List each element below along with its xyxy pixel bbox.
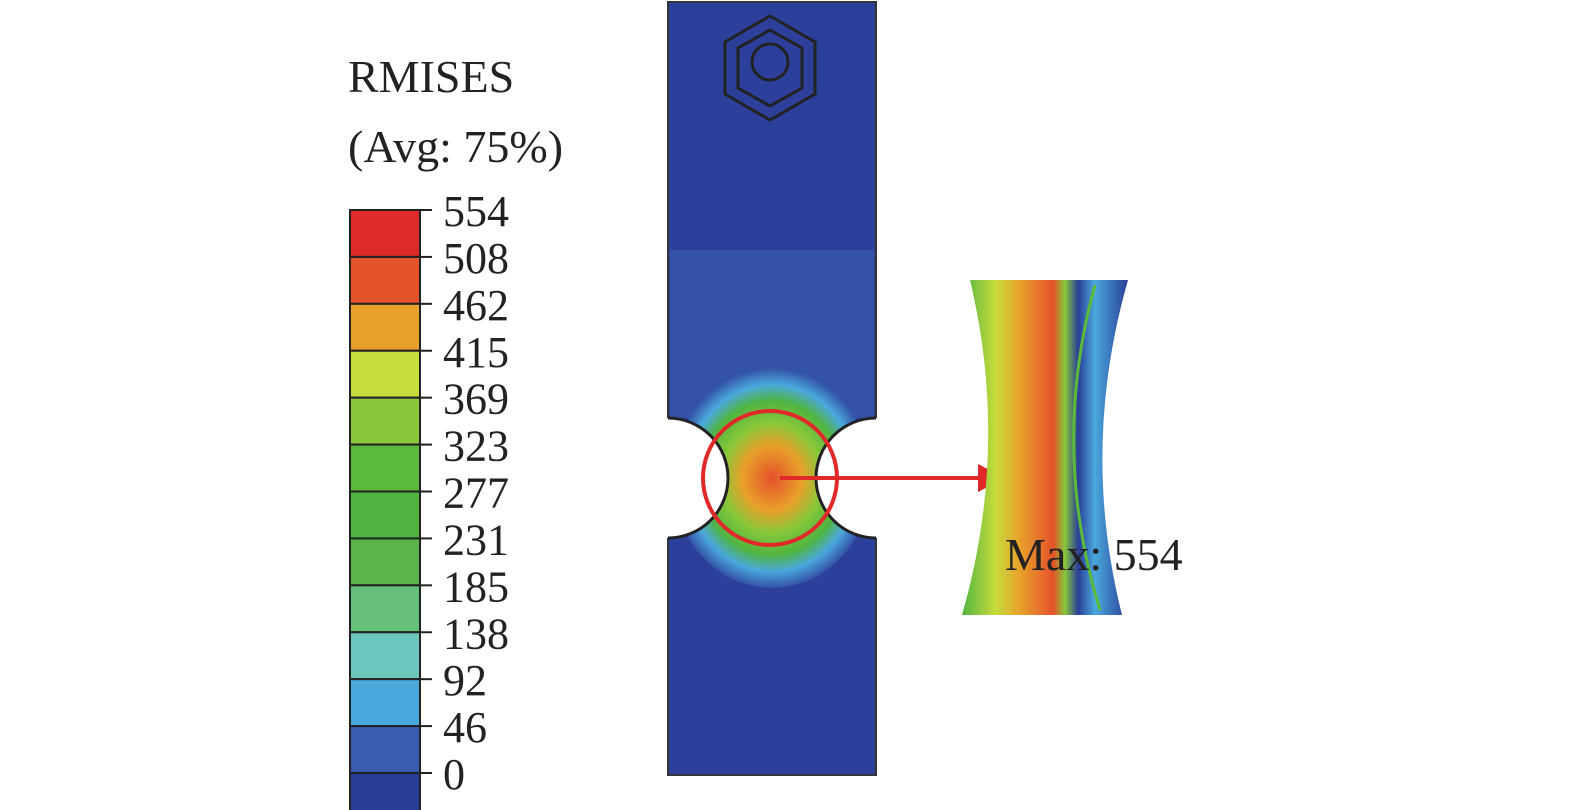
legend-band: [349, 443, 421, 493]
specimen: [640, 1, 1005, 776]
legend-band: [349, 255, 421, 305]
legend-label: 554: [443, 187, 509, 236]
legend-label: 231: [443, 515, 509, 564]
legend-label: 46: [443, 703, 487, 752]
legend-label: 369: [443, 375, 509, 424]
legend-band: [349, 537, 421, 587]
legend-title: RMISES: [348, 51, 514, 102]
legend-band: [349, 209, 421, 258]
legend-band: [349, 349, 421, 399]
legend-label: 138: [443, 609, 509, 658]
legend-band: [349, 725, 421, 774]
legend-band: [349, 678, 421, 728]
zoom-view: [962, 280, 1128, 615]
legend-band: [349, 490, 421, 540]
legend-label: 323: [443, 422, 509, 471]
legend-label: 415: [443, 328, 509, 377]
max-label: Max: 554: [1005, 529, 1183, 580]
legend-band: [349, 631, 421, 681]
legend-label: 0: [443, 750, 465, 799]
legend-label: 277: [443, 469, 509, 518]
legend-label: 508: [443, 234, 509, 283]
legend-band: [349, 584, 421, 634]
legend-band: [349, 396, 421, 446]
legend-label: 92: [443, 656, 487, 705]
legend-subtitle: (Avg: 75%): [348, 121, 563, 172]
legend-label: 185: [443, 562, 509, 611]
legend-label: 462: [443, 281, 509, 330]
legend-band: [349, 772, 421, 810]
legend-band: [349, 302, 421, 352]
